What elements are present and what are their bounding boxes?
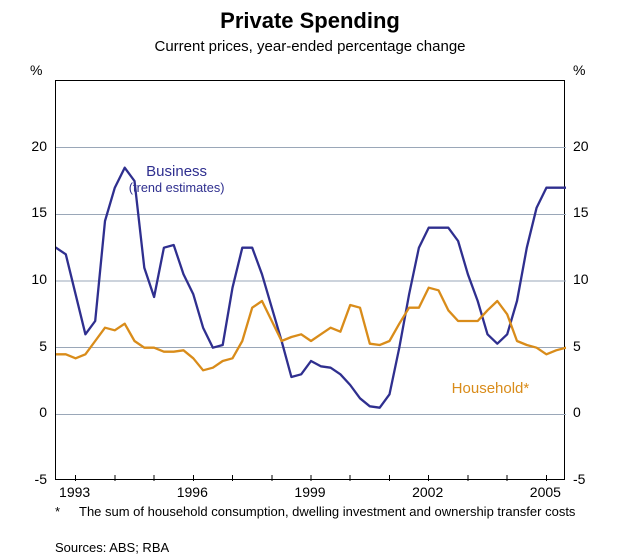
plot-area	[55, 80, 565, 480]
x-tick: 2005	[515, 484, 575, 500]
chart-title: Private Spending	[0, 8, 620, 34]
y-axis-unit-right: %	[573, 62, 585, 78]
y-tick-right: 20	[573, 138, 589, 154]
x-tick: 1996	[162, 484, 222, 500]
y-tick-right: 0	[573, 404, 581, 420]
y-axis-unit-left: %	[30, 62, 42, 78]
x-tick: 1999	[280, 484, 340, 500]
y-tick-right: 10	[573, 271, 589, 287]
x-tick: 2002	[398, 484, 458, 500]
y-tick-left: 20	[0, 138, 47, 154]
y-tick-left: 5	[0, 338, 47, 354]
series-line-business	[56, 168, 566, 408]
y-tick-right: 5	[573, 338, 581, 354]
y-tick-left: -5	[0, 471, 47, 487]
chart-subtitle: Current prices, year-ended percentage ch…	[0, 38, 620, 55]
series-label-business: Business(trend estimates)	[107, 163, 247, 195]
y-tick-left: 0	[0, 404, 47, 420]
sources-line: Sources: ABS; RBA	[55, 540, 169, 556]
plot-svg	[56, 81, 566, 481]
y-tick-right: 15	[573, 204, 589, 220]
y-tick-left: 10	[0, 271, 47, 287]
y-tick-left: 15	[0, 204, 47, 220]
x-tick: 1993	[45, 484, 105, 500]
series-line-household	[56, 288, 566, 371]
private-spending-chart: Private Spending Current prices, year-en…	[0, 0, 620, 560]
footnote: * The sum of household consumption, dwel…	[55, 504, 605, 520]
series-label-household: Household*	[420, 380, 560, 397]
